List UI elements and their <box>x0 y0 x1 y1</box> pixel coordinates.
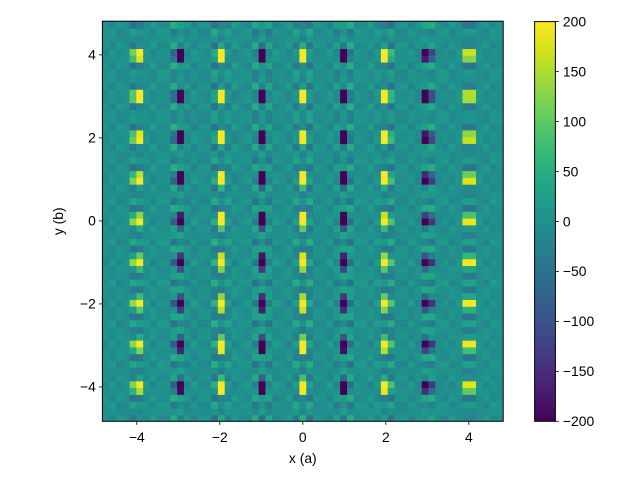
svg-text:100: 100 <box>563 113 586 129</box>
svg-text:−100: −100 <box>563 313 595 329</box>
svg-text:y (b): y (b) <box>50 207 66 235</box>
svg-text:−200: −200 <box>563 413 595 429</box>
svg-text:2: 2 <box>88 130 96 146</box>
svg-text:−4: −4 <box>80 379 96 395</box>
svg-text:−50: −50 <box>563 263 587 279</box>
svg-text:−2: −2 <box>80 296 96 312</box>
svg-text:0: 0 <box>563 213 571 229</box>
svg-text:50: 50 <box>563 163 579 179</box>
svg-text:4: 4 <box>465 429 473 445</box>
svg-text:0: 0 <box>299 429 307 445</box>
svg-text:4: 4 <box>88 47 96 63</box>
svg-text:x (a): x (a) <box>289 450 317 466</box>
svg-text:200: 200 <box>563 13 586 29</box>
svg-text:−150: −150 <box>563 363 595 379</box>
svg-text:150: 150 <box>563 63 586 79</box>
svg-text:2: 2 <box>382 429 390 445</box>
svg-text:−4: −4 <box>129 429 145 445</box>
svg-text:0: 0 <box>88 213 96 229</box>
svg-text:−2: −2 <box>212 429 228 445</box>
